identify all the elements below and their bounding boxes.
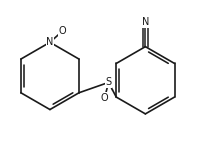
Text: O: O xyxy=(101,93,108,103)
Text: N: N xyxy=(46,37,54,47)
Text: N: N xyxy=(142,17,149,27)
Text: O: O xyxy=(59,26,66,36)
Text: S: S xyxy=(105,77,112,87)
